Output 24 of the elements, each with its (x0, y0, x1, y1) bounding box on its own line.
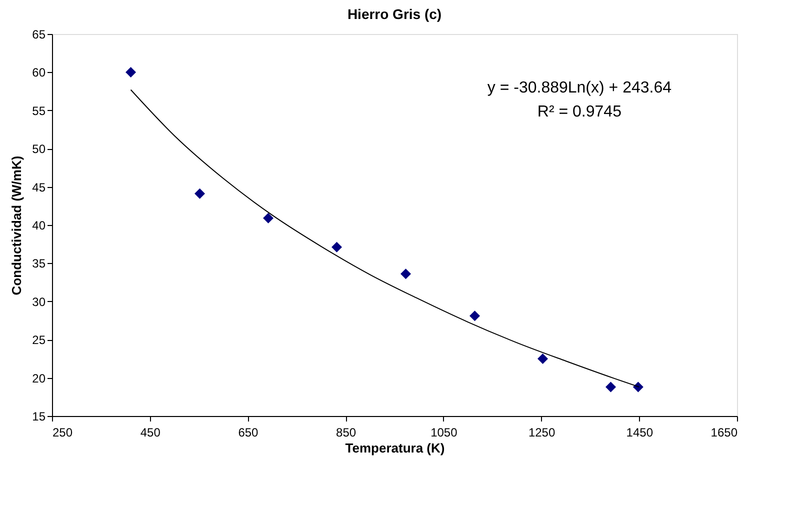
y-tick-label: 25 (32, 333, 46, 348)
x-tick-label: 250 (52, 426, 73, 440)
y-tick-label: 45 (32, 180, 46, 194)
y-tick-label: 50 (32, 142, 46, 156)
y-tick-label: 55 (32, 104, 46, 118)
y-tick-label: 40 (32, 218, 46, 232)
x-tick-label: 1650 (710, 426, 738, 440)
y-tick-label: 30 (32, 294, 46, 309)
y-tick-label: 15 (32, 410, 46, 424)
x-tick-label: 1250 (528, 426, 556, 440)
x-tick-label: 450 (140, 426, 161, 440)
annotation: R² = 0.9745 (537, 103, 622, 120)
x-tick-label: 1050 (430, 426, 458, 440)
x-axis-title: Temperatura (K) (345, 440, 445, 456)
x-tick-label: 1450 (626, 426, 654, 440)
annotation: y = -30.889Ln(x) + 243.64 (487, 79, 672, 96)
x-tick-label: 650 (238, 426, 259, 440)
chart-title: Hierro Gris (c) (347, 6, 442, 22)
x-tick-label: 850 (336, 426, 356, 440)
y-tick-label: 20 (32, 371, 46, 386)
y-tick-label: 35 (32, 256, 46, 271)
y-axis-title: Conductividad (W/mK) (9, 156, 24, 296)
y-tick-label: 65 (32, 28, 46, 42)
y-tick-label: 60 (32, 66, 46, 80)
